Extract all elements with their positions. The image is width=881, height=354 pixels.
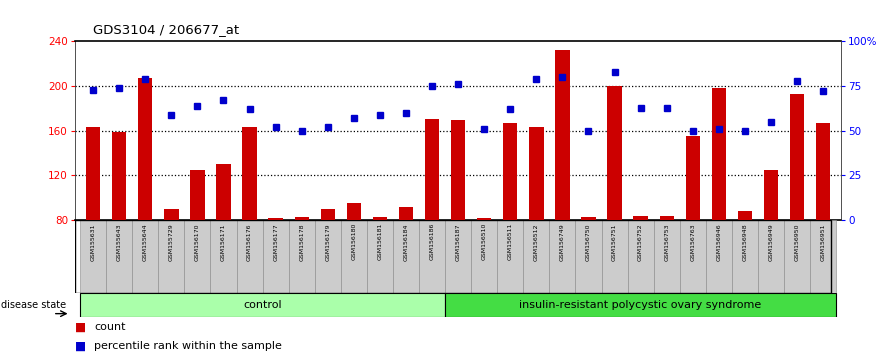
Text: GSM156186: GSM156186 [430, 223, 434, 261]
Bar [712, 88, 726, 220]
Text: GSM156176: GSM156176 [247, 223, 252, 261]
Text: GSM156949: GSM156949 [768, 223, 774, 261]
Text: GSM156178: GSM156178 [300, 223, 304, 261]
Text: GDS3104 / 206677_at: GDS3104 / 206677_at [93, 23, 239, 36]
Text: GSM156179: GSM156179 [325, 223, 330, 261]
Bar [445, 293, 836, 317]
Bar [503, 123, 517, 220]
Bar [810, 220, 836, 293]
Bar [660, 216, 674, 220]
Bar [497, 220, 523, 293]
Text: GSM156181: GSM156181 [377, 223, 382, 261]
Bar [737, 211, 752, 220]
Bar [575, 220, 602, 293]
Text: GSM156751: GSM156751 [612, 223, 617, 261]
Text: GSM156948: GSM156948 [743, 223, 747, 261]
Bar [112, 132, 126, 220]
Bar [211, 220, 236, 293]
Bar [289, 220, 315, 293]
Bar [393, 220, 419, 293]
Text: GSM156187: GSM156187 [455, 223, 461, 261]
Text: GSM156184: GSM156184 [403, 223, 409, 261]
Bar [107, 220, 132, 293]
Bar [242, 127, 256, 220]
Bar [236, 220, 263, 293]
Bar [523, 220, 550, 293]
Bar [471, 220, 497, 293]
Bar [346, 204, 361, 220]
Bar [86, 127, 100, 220]
Bar [529, 127, 544, 220]
Bar [217, 164, 231, 220]
Bar [451, 120, 465, 220]
Text: control: control [243, 300, 282, 310]
Bar [555, 50, 570, 220]
Text: GSM156946: GSM156946 [716, 223, 722, 261]
Bar [550, 220, 575, 293]
Bar [654, 220, 680, 293]
Bar [419, 220, 445, 293]
Bar [732, 220, 758, 293]
Bar [164, 209, 179, 220]
Bar [366, 220, 393, 293]
Text: ■: ■ [75, 321, 86, 334]
Bar [269, 218, 283, 220]
Bar [373, 217, 387, 220]
Bar [445, 220, 471, 293]
Bar [138, 78, 152, 220]
Text: GSM155631: GSM155631 [91, 223, 96, 261]
Bar [263, 220, 289, 293]
Bar [680, 220, 706, 293]
Text: GSM155729: GSM155729 [169, 223, 174, 261]
Text: GSM156511: GSM156511 [507, 223, 513, 261]
Text: GSM156512: GSM156512 [534, 223, 539, 261]
Bar [477, 218, 492, 220]
Bar [399, 207, 413, 220]
Bar [159, 220, 184, 293]
Bar [184, 220, 211, 293]
Text: GSM155643: GSM155643 [116, 223, 122, 261]
Text: GSM156753: GSM156753 [664, 223, 670, 261]
Text: GSM156750: GSM156750 [586, 223, 591, 261]
Bar [581, 217, 596, 220]
Text: GSM156180: GSM156180 [352, 223, 356, 261]
Bar [607, 86, 622, 220]
Bar [685, 136, 700, 220]
Bar [341, 220, 366, 293]
Bar [627, 220, 654, 293]
Text: GSM156177: GSM156177 [273, 223, 278, 261]
Bar [190, 170, 204, 220]
Bar [784, 220, 810, 293]
Text: GSM156510: GSM156510 [482, 223, 486, 261]
Text: GSM156749: GSM156749 [560, 223, 565, 261]
Text: GSM156752: GSM156752 [638, 223, 643, 261]
Text: insulin-resistant polycystic ovary syndrome: insulin-resistant polycystic ovary syndr… [520, 300, 762, 310]
Text: percentile rank within the sample: percentile rank within the sample [94, 341, 282, 351]
Text: GSM156170: GSM156170 [195, 223, 200, 261]
Bar [80, 220, 107, 293]
Bar [321, 209, 335, 220]
Text: GSM156951: GSM156951 [820, 223, 825, 261]
Bar [294, 217, 309, 220]
Bar [602, 220, 627, 293]
Text: disease state: disease state [1, 300, 66, 310]
Text: GSM156171: GSM156171 [221, 223, 226, 261]
Text: GSM156763: GSM156763 [690, 223, 695, 261]
Bar [132, 220, 159, 293]
Text: GSM155644: GSM155644 [143, 223, 148, 261]
Bar [816, 123, 830, 220]
Bar [80, 293, 445, 317]
Bar [706, 220, 732, 293]
Bar [425, 119, 440, 220]
Text: ■: ■ [75, 340, 86, 353]
Bar [633, 216, 648, 220]
Text: count: count [94, 322, 126, 332]
Text: GSM156950: GSM156950 [795, 223, 800, 261]
Bar [790, 94, 804, 220]
Bar [764, 170, 778, 220]
Bar [758, 220, 784, 293]
Bar [315, 220, 341, 293]
